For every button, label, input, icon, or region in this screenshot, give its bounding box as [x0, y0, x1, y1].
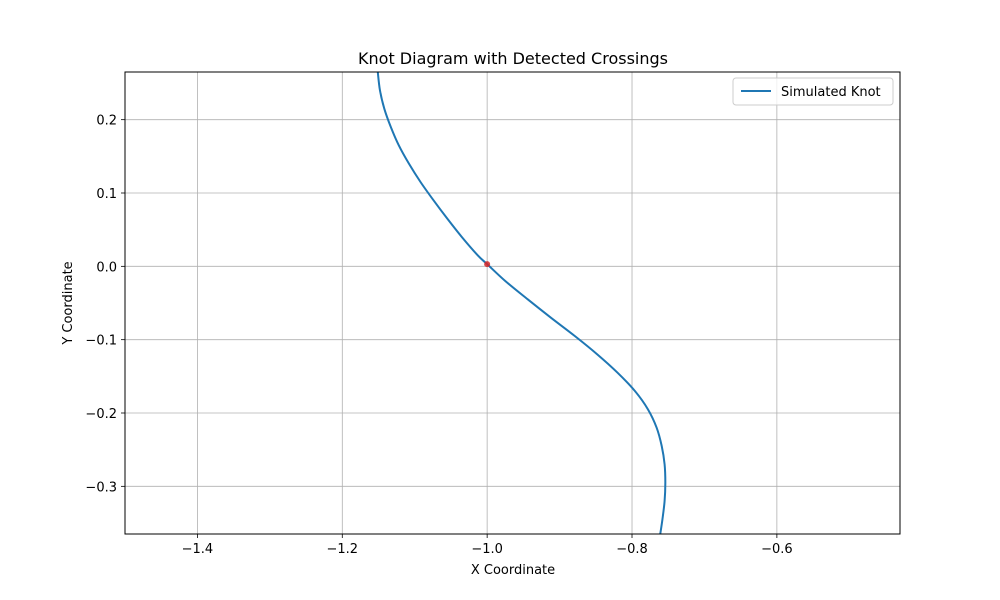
plot-area: [376, 72, 667, 534]
x-tick-label: −0.6: [761, 542, 793, 557]
legend-label-simulated-knot: Simulated Knot: [781, 85, 881, 100]
plot-frame: [124, 71, 901, 535]
x-axis-label: X Coordinate: [471, 563, 555, 578]
x-tick-label: −1.2: [327, 542, 359, 557]
y-tick-label: −0.1: [85, 334, 117, 349]
x-tick-label: −0.8: [616, 542, 648, 557]
chart-title: Knot Diagram with Detected Crossings: [358, 49, 668, 68]
y-tick-label: −0.2: [85, 407, 117, 422]
grid-lines: [125, 72, 900, 534]
y-tick-label: 0.0: [96, 260, 117, 275]
series-line-simulated-knot: [376, 72, 667, 534]
x-tick-label: −1.4: [182, 542, 214, 557]
y-axis-label: Y Coordinate: [61, 261, 76, 345]
y-tick-label: 0.2: [96, 114, 117, 129]
legend-box: [732, 77, 894, 106]
y-tick-label: 0.1: [96, 187, 117, 202]
x-tick-label: −1.0: [471, 542, 503, 557]
legend: Simulated Knot: [732, 77, 894, 106]
y-axis: 0.2 0.1 0.0 −0.1 −0.2 −0.3: [85, 114, 125, 495]
x-axis: −1.4 −1.2 −1.0 −0.8 −0.6: [182, 534, 793, 557]
crossing-marker: [484, 261, 491, 268]
y-tick-label: −0.3: [85, 480, 117, 495]
